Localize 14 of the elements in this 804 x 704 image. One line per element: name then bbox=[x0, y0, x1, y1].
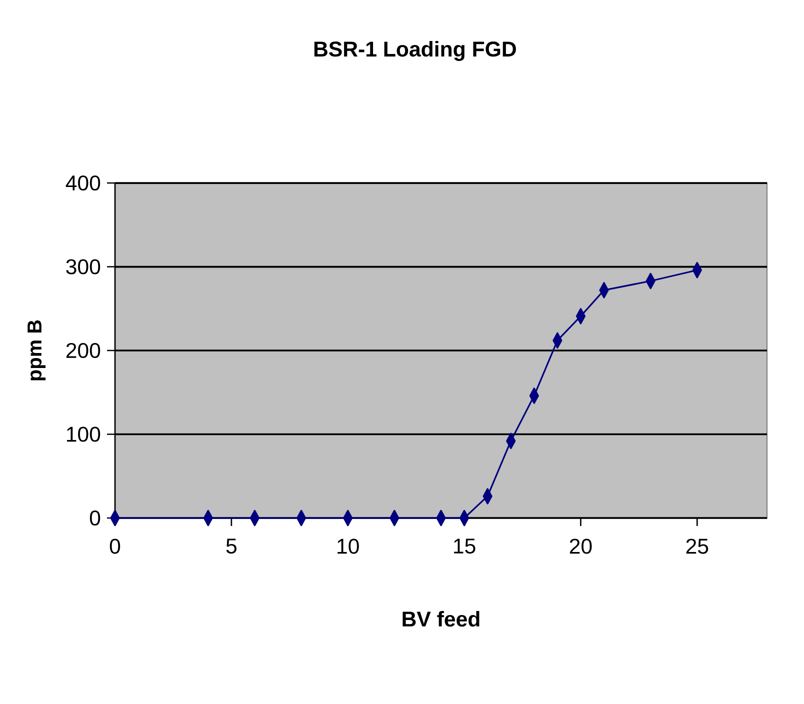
x-tick-label: 0 bbox=[110, 538, 120, 554]
x-axis-title: BV feed bbox=[402, 610, 480, 627]
x-tick-label: 5 bbox=[226, 538, 236, 554]
chart-title: BSR-1 Loading FGD bbox=[314, 40, 516, 61]
x-tick-label: 15 bbox=[454, 538, 476, 554]
y-tick-label: 200 bbox=[66, 342, 100, 358]
y-tick-label: 0 bbox=[90, 510, 100, 526]
x-tick-label: 20 bbox=[570, 538, 592, 554]
y-tick-label: 300 bbox=[66, 259, 100, 274]
y-axis-title: ppm B bbox=[28, 320, 46, 380]
x-tick-label: 10 bbox=[338, 538, 359, 554]
y-tick-label: 100 bbox=[66, 426, 100, 442]
x-tick-label: 25 bbox=[686, 538, 708, 554]
y-tick-label: 400 bbox=[66, 175, 100, 191]
